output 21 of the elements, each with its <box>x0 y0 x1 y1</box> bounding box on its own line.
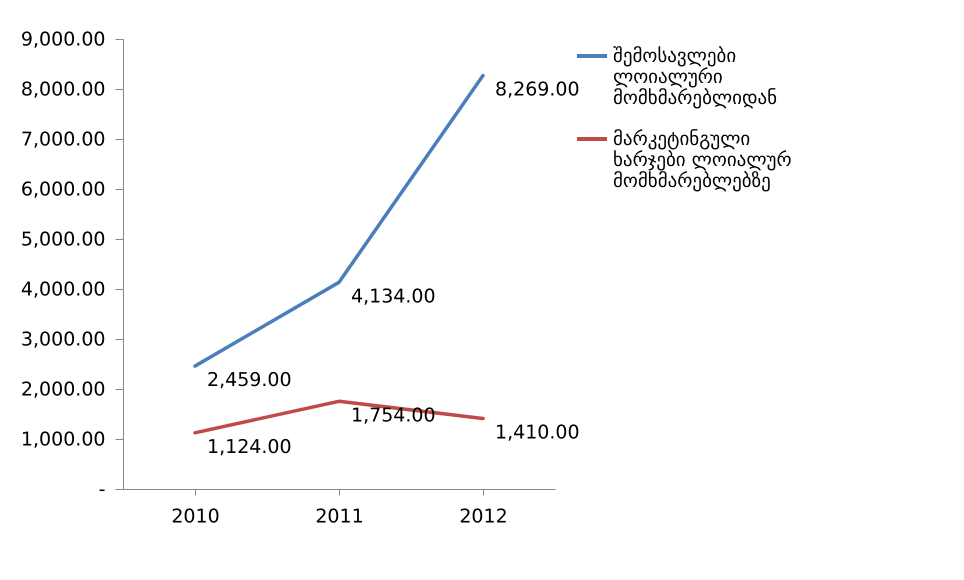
x-tick-label: 2010 <box>171 506 220 528</box>
data-label: 8,269.00 <box>495 78 580 101</box>
data-label: 1,754.00 <box>351 404 436 426</box>
y-tick-label: 6,000.00 <box>20 178 106 200</box>
data-label: 4,134.00 <box>351 285 436 308</box>
data-label: 1,124.00 <box>207 436 292 458</box>
x-tick-label: 2012 <box>459 506 508 528</box>
y-tick-label: 5,000.00 <box>20 228 106 250</box>
y-tick-label: 1,000.00 <box>20 428 106 450</box>
x-tick-label: 2011 <box>315 506 364 528</box>
y-tick-label: 8,000.00 <box>20 78 106 100</box>
y-tick-label: - <box>98 478 106 500</box>
legend-label: შემოსავლები ლოიალური მომხმარებლიდან <box>613 45 778 109</box>
y-tick-label: 7,000.00 <box>20 128 106 150</box>
y-tick-label: 2,000.00 <box>20 378 106 400</box>
legend-label: მარკეტინგული ხარჯები ლოიალურ მომხმარებლებზე <box>613 128 792 192</box>
y-tick-label: 4,000.00 <box>20 278 106 300</box>
data-label: 2,459.00 <box>207 369 292 392</box>
y-tick-label: 9,000.00 <box>20 28 106 50</box>
y-tick-label: 3,000.00 <box>20 328 106 350</box>
data-label: 1,410.00 <box>495 422 580 444</box>
